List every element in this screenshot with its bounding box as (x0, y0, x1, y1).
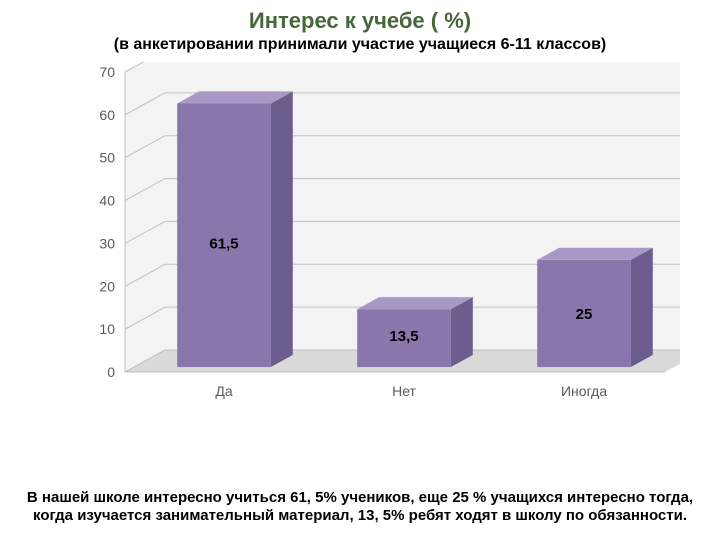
footer-text: В нашей школе интересно учиться 61, 5% у… (20, 489, 700, 527)
svg-text:10: 10 (99, 321, 115, 337)
svg-text:Иногда: Иногда (561, 383, 607, 399)
chart-title: Интерес к учебе ( %) (0, 8, 720, 34)
svg-text:13,5: 13,5 (389, 328, 418, 345)
chart-3d-bar: 0 10 20 30 40 50 60 70 61,5 Да 13,5 Нет 25 Иногда (40, 62, 680, 432)
svg-text:25: 25 (576, 306, 593, 323)
svg-text:0: 0 (107, 364, 115, 380)
svg-text:Да: Да (215, 383, 232, 399)
svg-text:20: 20 (99, 278, 115, 294)
slide: { "title": "Интерес к учебе ( %)", "subt… (0, 8, 720, 540)
svg-text:61,5: 61,5 (209, 235, 238, 252)
chart-svg: 0 10 20 30 40 50 60 70 61,5 Да 13,5 Нет 25 Иногда (40, 62, 680, 432)
svg-text:30: 30 (99, 235, 115, 251)
svg-text:Нет: Нет (392, 383, 416, 399)
svg-text:70: 70 (99, 64, 115, 80)
chart-subtitle: (в анкетировании принимали участие учащи… (0, 36, 720, 54)
svg-text:60: 60 (99, 107, 115, 123)
svg-text:40: 40 (99, 193, 115, 209)
svg-text:50: 50 (99, 150, 115, 166)
